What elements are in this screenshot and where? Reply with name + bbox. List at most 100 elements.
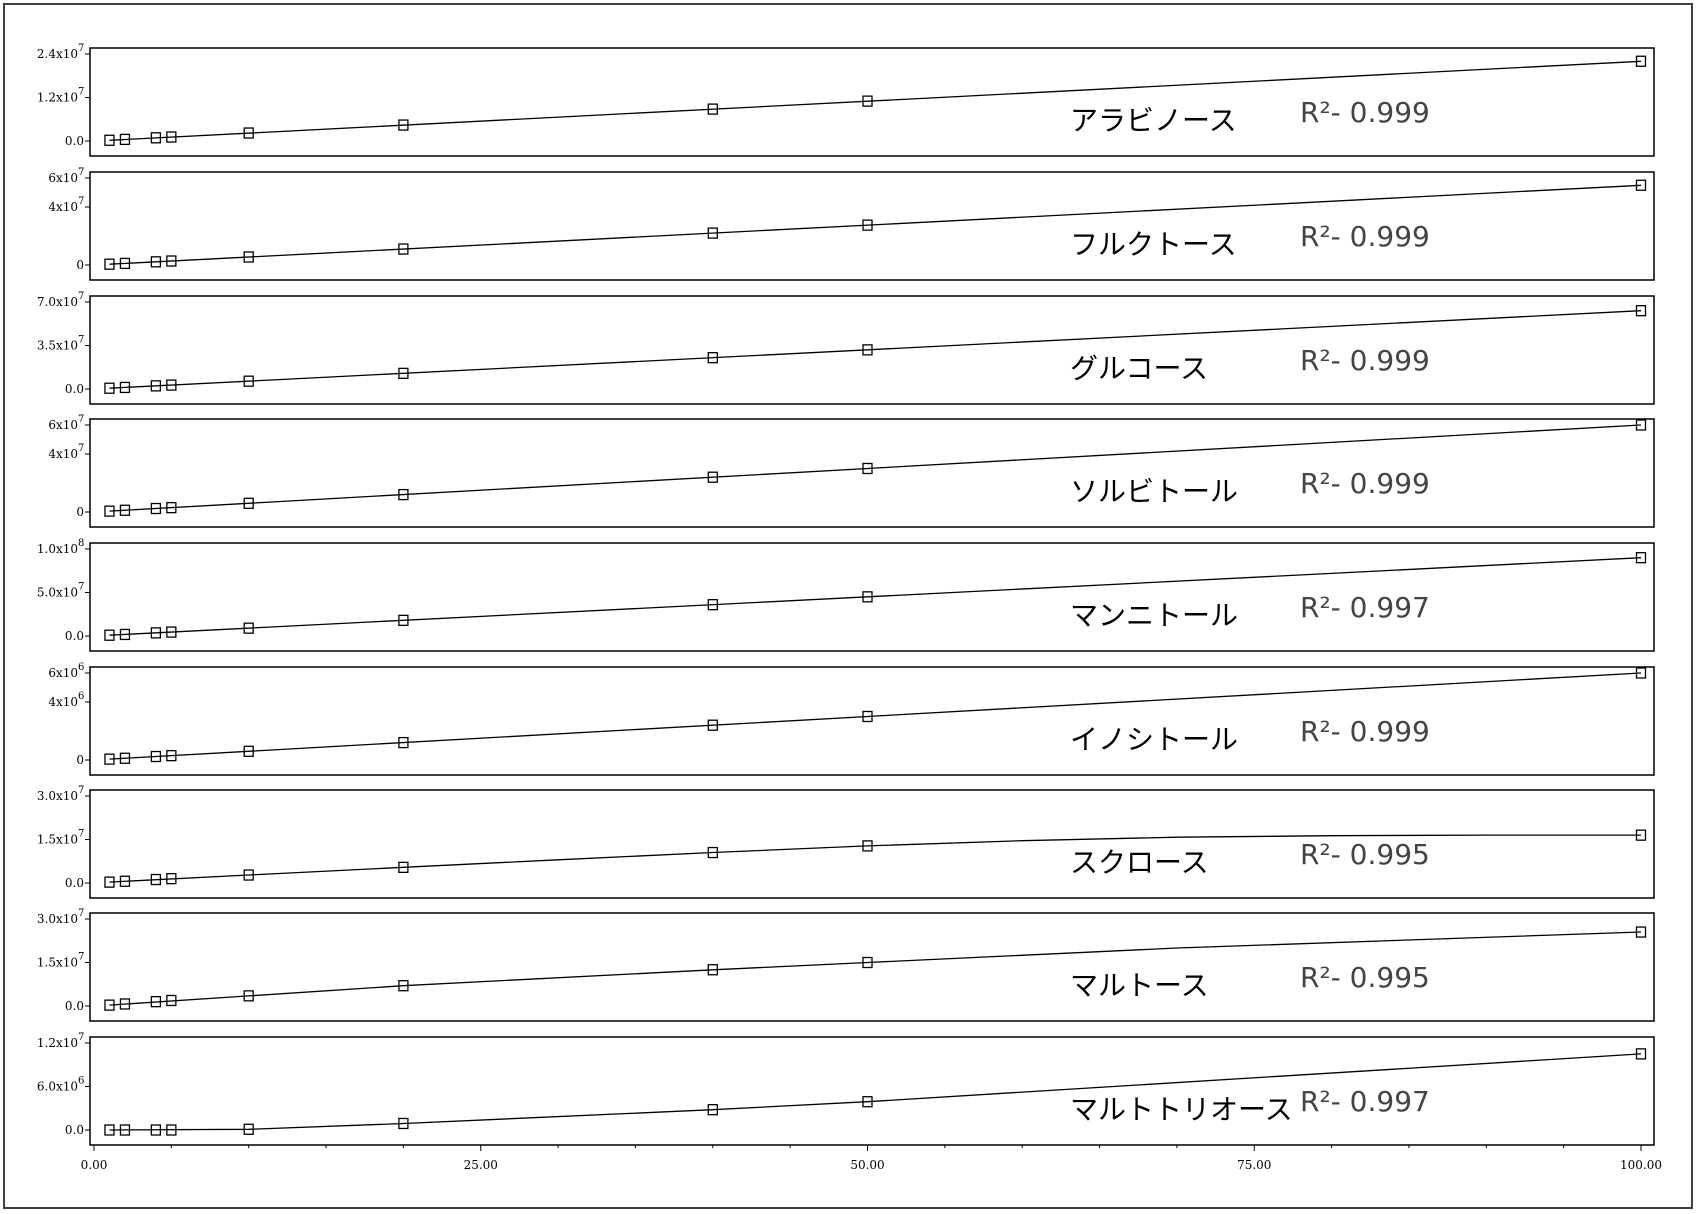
- y-tick-label: 0: [76, 753, 84, 767]
- y-tick-label: 0.0: [65, 134, 84, 148]
- fit-line: [109, 1053, 1642, 1131]
- data-point: [150, 380, 162, 392]
- data-point: [104, 999, 115, 1011]
- y-tick-label: 4x10: [48, 695, 78, 709]
- data-point: [398, 119, 409, 131]
- data-point: [707, 964, 718, 976]
- data-point: [243, 869, 254, 881]
- y-tick-label: 0.0: [65, 629, 84, 643]
- compound-name: フルクトース: [1070, 228, 1237, 261]
- x-tick-label: 75.00: [1237, 1158, 1271, 1172]
- y-tick-exponent: 7: [78, 582, 84, 593]
- data-point: [150, 256, 162, 268]
- data-point: [166, 626, 177, 638]
- data-point: [166, 255, 177, 267]
- y-tick-label: 0.0: [65, 999, 84, 1013]
- data-point: [707, 471, 718, 483]
- r2-value: R²- 0.999: [1300, 96, 1430, 129]
- y-tick-label: 0.0: [65, 876, 84, 890]
- data-point: [104, 134, 115, 146]
- data-point: [104, 1124, 115, 1136]
- x-axis: 0.00 25.00 50.00 75.00 100.00: [81, 1145, 1662, 1172]
- data-point: [150, 627, 162, 639]
- data-point: [707, 1104, 718, 1116]
- compound-name: アラビノース: [1070, 104, 1237, 137]
- data-point: [166, 379, 177, 391]
- data-point: [1635, 179, 1647, 191]
- y-tick-exponent: 6: [78, 691, 84, 702]
- y-tick-exponent: 7: [78, 414, 84, 425]
- data-point: [862, 344, 873, 356]
- data-point: [150, 1124, 162, 1136]
- y-tick-label: 0.0: [65, 382, 84, 396]
- data-point: [166, 750, 177, 762]
- compound-name: マンニトール: [1070, 599, 1238, 632]
- data-point: [398, 243, 409, 255]
- data-point: [398, 614, 409, 626]
- data-point: [150, 750, 162, 763]
- panel-8: 0.0 6.0x10 6 1.2x10 7 マルトトリオース R²- 0.997: [37, 1032, 1655, 1146]
- data-point: [398, 367, 409, 379]
- data-point: [1635, 667, 1647, 679]
- data-point: [166, 873, 177, 885]
- compound-name: マルトース: [1070, 969, 1209, 1002]
- y-tick-exponent: 7: [78, 952, 84, 963]
- y-tick-label: 7.0x10: [37, 295, 78, 309]
- r2-value: R²- 0.999: [1300, 467, 1430, 500]
- data-point: [862, 219, 873, 231]
- y-tick-exponent: 7: [78, 167, 84, 178]
- y-tick-label: 1.0x10: [37, 542, 78, 556]
- data-point: [707, 227, 718, 239]
- fit-line: [109, 672, 1642, 760]
- data-point: [862, 956, 873, 969]
- y-tick-label: 1.5x10: [37, 833, 78, 847]
- y-tick-exponent: 6: [78, 662, 84, 673]
- r2-value: R²- 0.995: [1300, 838, 1430, 871]
- data-point: [243, 1123, 254, 1135]
- data-point: [150, 996, 162, 1008]
- data-point: [104, 876, 115, 888]
- y-tick-exponent: 7: [78, 443, 84, 454]
- x-tick-label: 100.00: [1620, 1158, 1662, 1172]
- data-point: [707, 352, 718, 364]
- data-point: [1635, 419, 1647, 431]
- r2-value: R²- 0.995: [1300, 961, 1430, 994]
- data-point: [150, 502, 162, 515]
- y-tick-label: 3.0x10: [37, 789, 78, 803]
- panel-4: 0.0 5.0x10 7 1.0x10 8 マンニトール R²- 0.997: [37, 538, 1655, 652]
- y-tick-label: 2.4x10: [37, 47, 78, 61]
- data-point: [862, 591, 873, 603]
- y-tick-exponent: 7: [78, 43, 84, 54]
- data-point: [119, 381, 131, 394]
- fit-line: [109, 60, 1642, 141]
- y-tick-label: 6x10: [48, 666, 78, 680]
- compound-name: イノシトール: [1070, 723, 1238, 756]
- data-point: [707, 846, 718, 859]
- data-point: [119, 752, 131, 764]
- data-point: [166, 994, 177, 1007]
- data-point: [166, 501, 177, 514]
- x-tick-label: 50.00: [850, 1158, 884, 1172]
- fit-line: [109, 184, 1642, 265]
- data-point: [398, 736, 409, 749]
- data-point: [119, 257, 131, 270]
- y-tick-label: 1.2x10: [37, 91, 78, 105]
- fit-line: [109, 834, 1641, 883]
- data-point: [398, 1117, 409, 1130]
- data-point: [707, 719, 718, 731]
- data-point: [1635, 1048, 1647, 1060]
- data-point: [119, 1124, 131, 1136]
- y-tick-label: 0: [76, 505, 84, 519]
- data-point: [1635, 552, 1647, 564]
- data-point: [243, 251, 254, 263]
- data-point: [119, 875, 131, 887]
- data-point: [1635, 926, 1647, 938]
- data-point: [119, 504, 131, 516]
- y-tick-label: 4x10: [48, 447, 78, 461]
- y-tick-label: 0: [76, 258, 84, 272]
